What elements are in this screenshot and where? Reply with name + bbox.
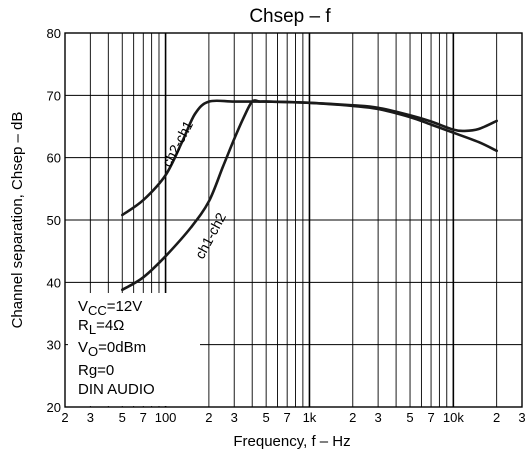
x-tick-label: 2 <box>493 410 500 425</box>
x-tick-label: 3 <box>374 410 381 425</box>
x-tick-label: 5 <box>263 410 270 425</box>
plot-border <box>64 32 523 408</box>
legend-din-audio: DIN AUDIO <box>78 381 155 398</box>
y-tick-labels: 20 30 40 50 60 70 80 <box>47 26 61 415</box>
y-tick-label: 20 <box>47 400 61 415</box>
x-tick-label: 7 <box>284 410 291 425</box>
x-tick-labels: 2 3 5 7 100 2 3 5 7 1k 2 3 5 7 10k 2 3 <box>61 410 525 425</box>
series-group <box>121 99 498 292</box>
chart-title: Chsep – f <box>249 6 331 27</box>
series-label-ch2-ch1: ch2-ch1 <box>159 118 197 170</box>
x-tick-label: 5 <box>406 410 413 425</box>
y-tick-label: 40 <box>47 275 61 290</box>
x-tick-label: 3 <box>518 410 525 425</box>
legend-box-background <box>68 293 200 406</box>
y-tick-label: 80 <box>47 26 61 41</box>
x-tick-label: 100 <box>155 410 177 425</box>
x-axis-label: Frequency, f – Hz <box>233 433 350 450</box>
y-tick-label: 70 <box>47 88 61 103</box>
y-tick-label: 50 <box>47 213 61 228</box>
x-tick-label: 3 <box>231 410 238 425</box>
x-tick-label: 2 <box>61 410 68 425</box>
x-tick-label: 10k <box>443 410 464 425</box>
y-tick-label: 30 <box>47 338 61 353</box>
x-tick-label: 7 <box>427 410 434 425</box>
legend-vo: VO=0dBm <box>78 339 146 359</box>
legend-rg: Rg=0 <box>78 362 114 379</box>
x-tick-label: 2 <box>349 410 356 425</box>
y-tick-label: 60 <box>47 151 61 166</box>
x-tick-label: 3 <box>87 410 94 425</box>
legend-rl: RL=4Ω <box>78 317 124 337</box>
conditions-legend: VCC=12V RL=4Ω VO=0dBm Rg=0 DIN AUDIO <box>78 298 155 398</box>
y-axis-label: Channel separation, Chsep – dB <box>9 112 26 329</box>
plot-frame <box>64 32 523 408</box>
legend-vcc: VCC=12V <box>78 298 142 318</box>
x-tick-label: 5 <box>119 410 126 425</box>
series-line-ch1-ch2 <box>121 99 498 292</box>
x-tick-label: 7 <box>140 410 147 425</box>
grid-lines <box>65 33 522 407</box>
x-tick-label: 2 <box>205 410 212 425</box>
x-tick-label: 1k <box>303 410 317 425</box>
